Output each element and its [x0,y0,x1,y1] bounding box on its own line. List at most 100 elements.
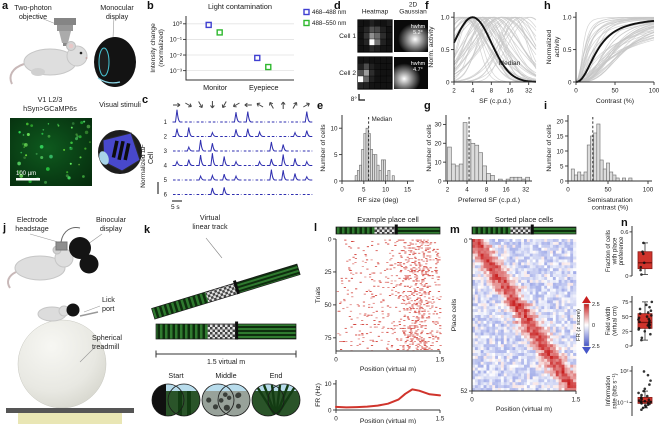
svg-text:Median: Median [499,60,521,67]
svg-text:52: 52 [460,388,468,395]
panel-h-contrast-response-curves: 0 0.5 1.0 0 50 100 Normalizedactivity Contrast … [542,0,660,105]
svg-text:0: 0 [438,178,442,185]
light-contamination-plot: 10⁰ 10⁻¹ 10⁻² 10⁻³ Light contamination Intens… [150,2,346,92]
svg-text:Start: Start [168,371,183,380]
svg-text:20: 20 [434,141,442,148]
svg-text:Heatmap: Heatmap [362,9,389,16]
panel-letter-g: g [424,100,431,112]
svg-text:8°: 8° [351,95,358,103]
svg-text:25: 25 [622,329,628,335]
svg-text:4: 4 [471,88,475,95]
svg-text:Field width(virtual cm): Field width(virtual cm) [606,306,618,336]
svg-text:15: 15 [556,133,564,140]
contrast-response-plot: 0 0.5 1.0 0 50 100 Normalizedactivity Contrast … [546,12,660,105]
svg-text:10: 10 [434,159,442,166]
svg-text:100: 100 [649,88,660,95]
preferred-sf-histogram-plot: 0 10 20 30 2 4 8 16 32 Number of cells Preferred S… [426,115,532,204]
svg-text:FR (Hz): FR (Hz) [315,383,322,407]
mouse-two-photon-drawing: 100 µm [9,15,142,186]
svg-text:5: 5 [560,163,564,170]
panel-b-light-contamination-chart: 10⁰ 10⁻¹ 10⁻² 10⁻³ Light contamination Intens… [146,0,356,100]
svg-text:100: 100 [643,187,654,194]
svg-text:2: 2 [446,187,450,194]
svg-text:0.5: 0.5 [563,47,572,54]
svg-text:10⁻²: 10⁻² [170,52,182,59]
svg-text:Norm. activity: Norm. activity [428,26,435,68]
sf-tuning-plot: Median 0 0.5 1.0 2 4 8 16 32 Norm. activity SF (c.… [428,12,537,105]
svg-text:0: 0 [328,236,332,243]
svg-text:0: 0 [446,79,450,86]
svg-text:50: 50 [611,88,619,95]
panel-letter-a: a [2,0,9,12]
label-visual-stimuli: Visual stimuli [99,100,141,109]
svg-text:10⁻³: 10⁻³ [170,68,182,75]
svg-text:10⁻¹: 10⁻¹ [170,37,182,44]
panel-letter-l: l [314,222,318,234]
panel-e-rf-size-histogram: Median 0 5 10 0 5 10 15 Number of cells RF size (… [316,103,422,212]
svg-text:0: 0 [560,178,564,185]
panel-l-example-place-cell: Example place cell 0 25 50 75 0 1.5 Position (v… [312,212,448,424]
svg-text:488–550 nm: 488–550 nm [312,20,346,27]
svg-text:16: 16 [503,187,511,194]
svg-text:32: 32 [525,88,533,95]
label-spherical-treadmill: Spherical treadmill [92,333,122,351]
svg-text:10⁻¹: 10⁻¹ [617,401,629,407]
svg-text:10⁰: 10⁰ [172,21,182,28]
panel-letter-f: f [425,0,429,12]
svg-text:Position (virtual m): Position (virtual m) [360,418,416,424]
svg-text:16: 16 [506,88,514,95]
svg-text:Cell 2: Cell 2 [339,70,356,77]
svg-text:2: 2 [452,88,456,95]
svg-text:2.5: 2.5 [592,344,600,350]
virtual-track-drawing: 1.5 virtual m Start Middle End [151,237,301,417]
svg-text:End: End [270,371,283,380]
svg-text:75: 75 [622,300,628,306]
svg-text:10: 10 [330,126,338,133]
svg-text:30: 30 [434,122,442,129]
svg-text:0: 0 [334,416,338,423]
rf-map-images: Heatmap 2D Gaussian Cell 1 hwhm 5.2° Cell 2 hwh… [339,2,428,103]
svg-text:4: 4 [164,164,168,170]
svg-text:Example place cell: Example place cell [357,215,419,224]
svg-text:Light contamination: Light contamination [208,2,272,11]
panel-letter-e: e [317,100,324,112]
svg-text:SF (c.p.d.): SF (c.p.d.) [479,98,511,105]
svg-text:Cell 1: Cell 1 [339,33,356,40]
svg-text:Place cells: Place cells [451,298,458,331]
svg-text:0: 0 [566,187,570,194]
svg-text:8: 8 [490,88,494,95]
svg-text:Fraction of cellswith placepre: Fraction of cellswith placepreference [606,230,625,272]
panel-a-imaging-setup: 100 µm Two-photon objective Monocular di… [0,0,146,212]
panel-n-place-cell-stats: 0 0.6 Fraction of cellswith placepreferenc… [604,212,660,424]
panel-letter-k: k [144,224,151,236]
svg-text:0.5: 0.5 [441,47,450,54]
svg-text:Middle: Middle [215,371,236,380]
label-v1-gcamp: V1 L2/3 hSyn>GCaMP6s [23,95,77,113]
panel-i-semisaturation-histogram: 0 5 10 15 20 0 50 100 Number of cells Semisaturat… [542,103,660,212]
svg-text:0: 0 [464,238,468,245]
svg-text:Number of cells: Number of cells [426,124,433,172]
label-two-photon-objective: Two-photon objective [14,3,52,21]
label-monocular-display: Monocular display [100,3,134,21]
rf-size-histogram-plot: Median 0 5 10 0 5 10 15 Number of cells RF size (… [320,115,414,204]
svg-text:1.5 virtual m: 1.5 virtual m [207,359,245,366]
svg-text:0: 0 [625,344,628,350]
svg-text:1.0: 1.0 [441,14,450,21]
panel-g-preferred-sf-histogram: 0 10 20 30 2 4 8 16 32 Number of cells Preferred S… [422,103,538,212]
place-cell-raster-plot: Example place cell 0 25 50 75 0 1.5 Position (v… [315,215,445,424]
svg-text:Position (virtual m): Position (virtual m) [496,406,552,413]
svg-text:Eyepiece: Eyepiece [249,83,279,92]
svg-text:1.5: 1.5 [572,397,581,404]
svg-text:0: 0 [574,88,578,95]
svg-text:Number of cells: Number of cells [320,124,327,172]
panel-k-virtual-track: 1.5 virtual m Start Middle End Virtual line… [140,212,312,424]
svg-text:2: 2 [164,135,168,141]
svg-text:Intensity change(normalized): Intensity change(normalized) [150,23,165,73]
svg-text:10: 10 [382,187,390,194]
svg-text:Sorted place cells: Sorted place cells [495,215,554,224]
